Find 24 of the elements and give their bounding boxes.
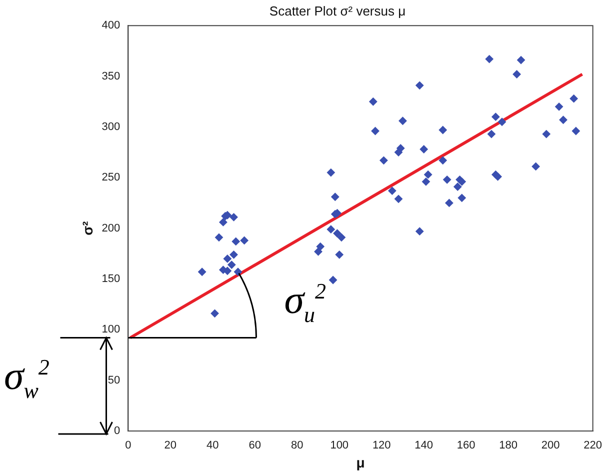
x-tick-label: 80: [291, 440, 304, 452]
x-tick-label: 100: [330, 440, 349, 452]
y-axis-title: σ²: [79, 220, 96, 236]
x-tick-label: 140: [414, 440, 434, 452]
x-tick-label: 200: [541, 440, 560, 452]
y-tick-label: 50: [108, 374, 120, 386]
x-tick-label: 120: [372, 440, 391, 452]
x-tick-label: 20: [164, 440, 177, 452]
y-tick-label: 200: [102, 222, 120, 234]
x-tick-label: 60: [248, 440, 262, 452]
x-tick-label: 160: [456, 440, 476, 452]
y-tick-label: 300: [102, 120, 120, 133]
y-tick-label: 150: [102, 273, 120, 286]
y-tick-label: 350: [102, 70, 120, 82]
y-tick-label: 400: [102, 20, 120, 32]
x-tick-label: 0: [125, 440, 132, 452]
y-tick-label: 0: [114, 425, 120, 438]
x-axis-title: μ: [356, 454, 365, 470]
x-tick-label: 180: [499, 440, 518, 452]
y-tick-label: 250: [102, 172, 120, 184]
x-tick-label: 40: [206, 440, 219, 452]
y-tick-label: 100: [102, 324, 120, 336]
x-tick-label: 220: [584, 440, 602, 452]
chart-title: Scatter Plot σ² versus μ: [269, 3, 406, 18]
